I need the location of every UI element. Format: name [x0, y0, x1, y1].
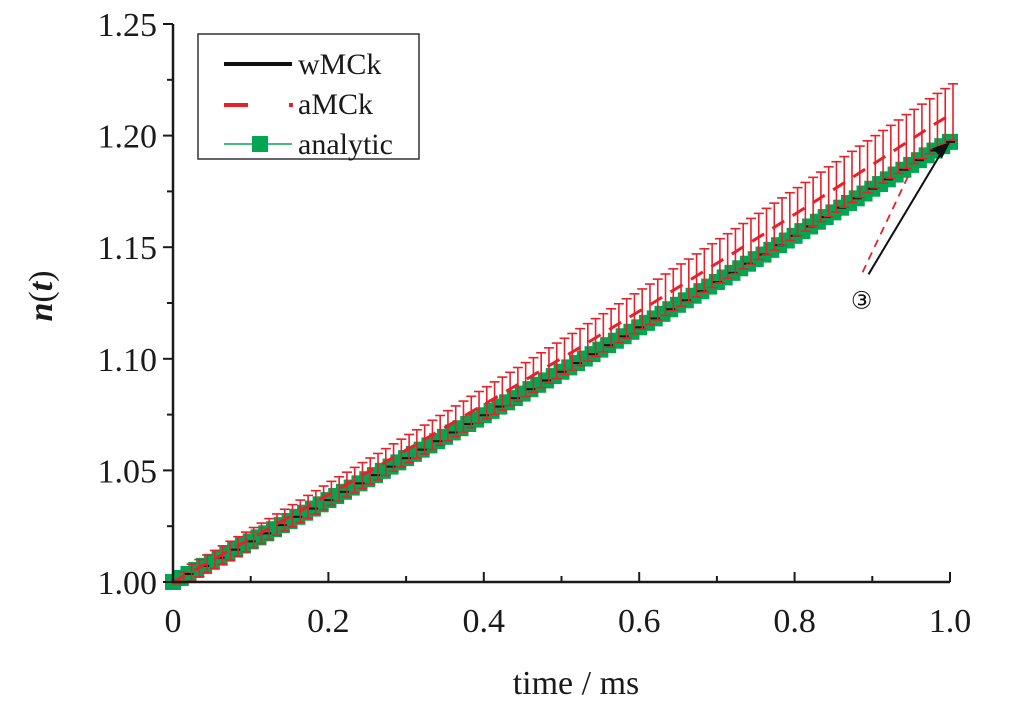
x-tick-label: 0.8 — [773, 603, 816, 640]
y-tick-label: 1.05 — [98, 453, 158, 490]
legend-box — [197, 33, 420, 160]
y-axis-title-var: n — [23, 303, 60, 322]
y-tick-label: 1.20 — [98, 119, 158, 156]
y-tick-label: 1.10 — [98, 342, 158, 379]
legend: wMCk aMCk analytic — [197, 33, 420, 161]
y-axis-title-close: ) — [23, 270, 60, 281]
legend-item-wmck: wMCk — [224, 48, 381, 81]
y-tick-label: 1.15 — [98, 230, 158, 267]
plot-area — [165, 83, 958, 590]
legend-label-analytic: analytic — [298, 128, 393, 161]
y-axis-title-open: ( — [23, 291, 60, 302]
y-tick-label: 1.00 — [98, 565, 158, 602]
annotation-red-dashed-line — [861, 171, 911, 273]
annotation-label: ③ — [851, 287, 873, 314]
legend-item-analytic: analytic — [224, 128, 393, 161]
y-tick-label: 1.25 — [98, 7, 158, 44]
y-ticks: 1.00 1.05 1.10 1.15 1.20 1.25 — [98, 7, 173, 602]
legend-item-amck: aMCk — [224, 88, 373, 121]
y-axis-title-arg: t — [23, 280, 60, 291]
annotation: ③ — [851, 142, 950, 314]
y-axis-title: n(t) — [23, 270, 60, 321]
x-tick-label: 1.0 — [929, 603, 972, 640]
x-tick-label: 0.2 — [307, 603, 350, 640]
x-tick-label: 0 — [165, 603, 182, 640]
annotation-arrow-head-icon — [932, 142, 950, 159]
legend-label-wmck: wMCk — [298, 48, 381, 81]
series-amck — [171, 83, 958, 585]
x-axis-title: time / ms — [513, 665, 640, 702]
x-tick-label: 0.4 — [463, 603, 506, 640]
legend-marker-analytic — [252, 136, 268, 152]
legend-label-amck: aMCk — [298, 88, 373, 121]
x-tick-label: 0.6 — [618, 603, 661, 640]
x-ticks: 0 0.2 0.4 0.6 0.8 1.0 — [165, 572, 972, 640]
annotation-arrow-line — [867, 147, 945, 275]
axes: 0 0.2 0.4 0.6 0.8 1.0 1.00 1.05 1.10 1.15 1.20 1.2… — [98, 7, 972, 640]
legend-swatch-amck-dot — [289, 103, 293, 107]
